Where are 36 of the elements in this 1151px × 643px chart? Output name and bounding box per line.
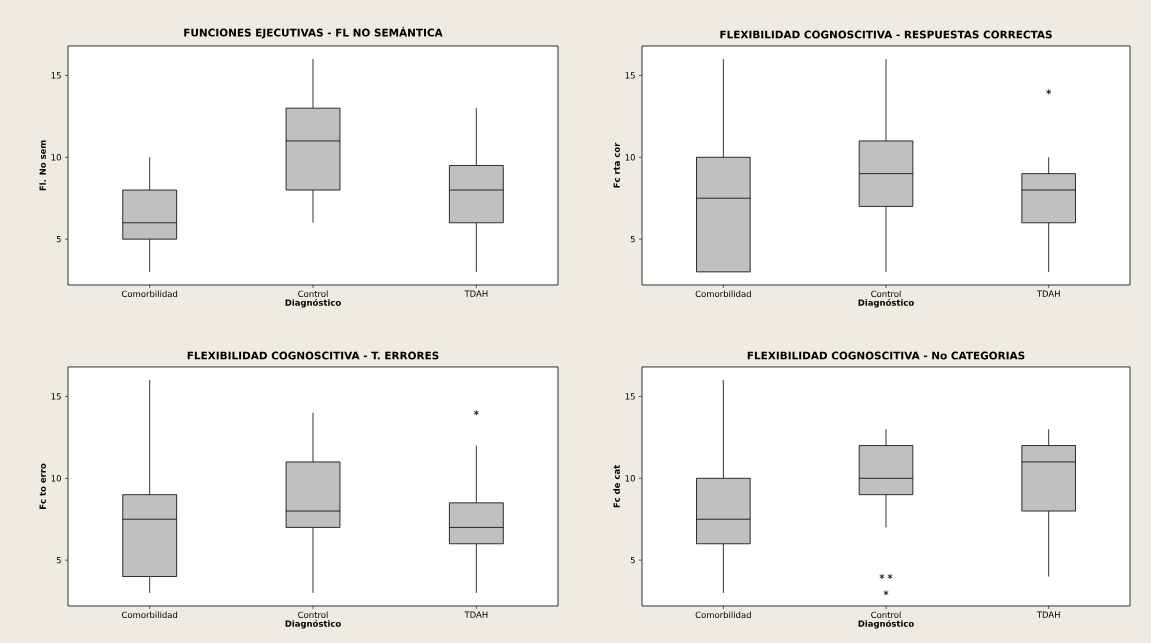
x-tick-label: TDAH	[1036, 290, 1060, 297]
x-tick-label: Comorbilidad	[695, 290, 751, 298]
x-tick-label: Control	[871, 611, 901, 619]
y-tick-label: 5	[56, 557, 61, 564]
y-tick-label: 15	[625, 72, 635, 79]
y-tick-label: 15	[625, 393, 635, 400]
y-tick-label: 15	[51, 72, 61, 79]
x-axis-title: Diagnóstico	[285, 298, 341, 308]
x-tick-label: Comorbilidad	[121, 290, 178, 298]
y-tick-label: 5	[56, 236, 61, 243]
x-tick-label: TDAH	[464, 611, 488, 618]
x-axis-title: Diagnóstico	[285, 619, 341, 629]
y-axis-title: Fl. No sem	[39, 140, 46, 191]
x-tick-label: Comorbilidad	[695, 611, 751, 619]
y-axis-title: Fc rta cor	[613, 142, 620, 188]
y-tick-label: 10	[51, 154, 61, 161]
x-tick-label: TDAH	[1036, 611, 1060, 618]
y-axis-title: Fc to erro	[39, 463, 46, 509]
chart-title: FLEXIBILIDAD COGNOSCITIVA - RESPUESTAS CORRECTAS	[720, 30, 1052, 39]
y-tick-label: 5	[630, 236, 635, 243]
y-tick-label: 10	[625, 475, 635, 482]
y-tick-label: 10	[51, 475, 61, 482]
x-tick-label: Control	[298, 611, 328, 619]
chart-title: FLEXIBILIDAD COGNOSCITIVA - T. ERRORES	[187, 351, 439, 360]
chart-title: FLEXIBILIDAD COGNOSCITIVA - No CATEGORIAS	[747, 351, 1025, 360]
x-axis-title: Diagnóstico	[858, 298, 914, 308]
y-axis-title: Fc de cat	[613, 465, 620, 508]
chart-title: FUNCIONES EJECUTIVAS - FL NO SEMÁNTICA	[184, 26, 443, 39]
x-tick-label: Control	[298, 290, 328, 298]
x-tick-label: Control	[871, 290, 901, 298]
x-tick-label: Comorbilidad	[121, 611, 178, 619]
x-axis-title: Diagnóstico	[858, 619, 914, 629]
y-tick-label: 15	[51, 393, 61, 400]
y-tick-label: 5	[630, 557, 635, 564]
y-tick-label: 10	[625, 154, 635, 161]
x-tick-label: TDAH	[464, 290, 488, 297]
